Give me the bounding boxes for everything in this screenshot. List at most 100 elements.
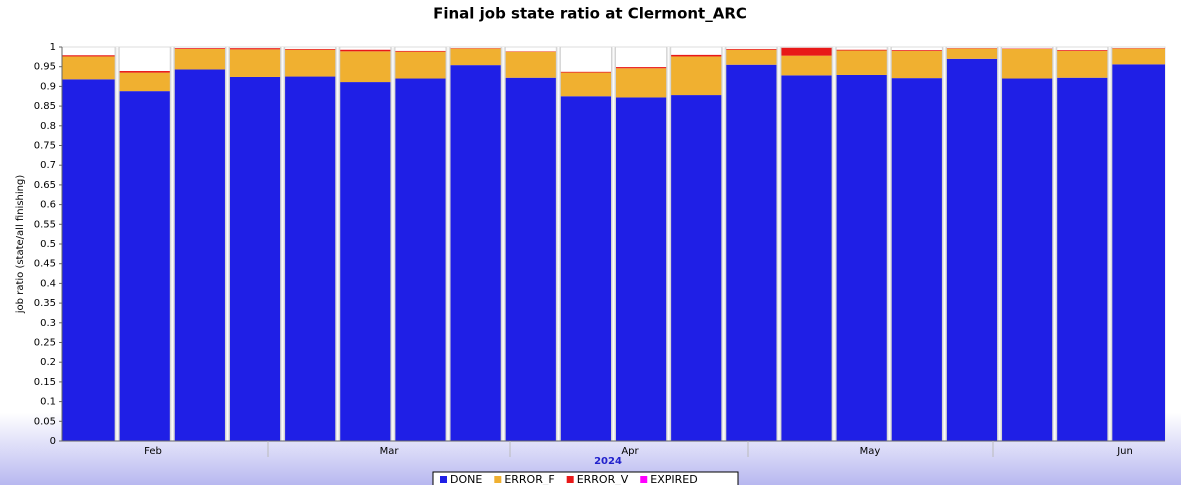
bar-segment: [62, 55, 118, 57]
bar-segment: [668, 95, 724, 442]
y-tick-label: 0.9: [40, 81, 56, 92]
y-tick-label: 0.15: [34, 377, 56, 388]
legend-label: ERROR_F: [504, 473, 554, 485]
bar-separator: [721, 47, 727, 441]
bar-segment: [723, 48, 779, 50]
legend-swatch: [494, 476, 502, 483]
bar-separator: [169, 47, 175, 441]
bar-segment: [448, 65, 504, 442]
x-tick-label: Mar: [380, 446, 400, 457]
bar-segment: [392, 50, 449, 52]
bar-segment: [172, 48, 228, 49]
legend-label: ERROR_V: [577, 473, 629, 485]
y-tick-label: 0.7: [40, 160, 56, 171]
bar-separator: [611, 47, 616, 441]
y-tick-label: 0.95: [34, 62, 56, 73]
bar-separator: [666, 47, 672, 441]
y-tick-label: 0: [50, 436, 56, 447]
bar-segment: [889, 50, 945, 51]
y-tick-label: 0.55: [34, 219, 56, 230]
x-tick-label: Jun: [1116, 446, 1133, 457]
y-tick-label: 0.65: [34, 180, 56, 191]
bar-separator: [1052, 47, 1058, 441]
bar-segment: [999, 48, 1055, 79]
x-tick-label: May: [860, 446, 881, 457]
bar-segment: [834, 49, 890, 51]
bar-separator: [555, 47, 561, 441]
bar-segment: [503, 51, 559, 78]
bar-segment: [613, 97, 669, 441]
bar-segment: [613, 68, 669, 98]
bar-segment: [558, 72, 614, 97]
bar-segment: [117, 71, 173, 73]
legend-swatch: [566, 476, 574, 483]
bar-segment: [778, 47, 835, 56]
bar-separator: [390, 47, 396, 441]
y-tick-label: 0.75: [34, 141, 56, 152]
y-tick-label: 0.45: [34, 259, 56, 270]
bar-segment: [834, 74, 890, 441]
bar-separator: [280, 47, 286, 441]
bar-segment: [558, 96, 614, 441]
bar-segment: [337, 51, 393, 83]
bar-segment: [668, 54, 724, 57]
bar-segment: [503, 77, 559, 442]
x-axis-title: 2024: [594, 456, 622, 467]
bar-segment: [558, 71, 614, 73]
bar-segment: [172, 69, 228, 441]
bar-segment: [944, 58, 1000, 441]
bar-separator: [776, 47, 782, 441]
bar-segment: [889, 50, 945, 79]
bar-segment: [778, 55, 835, 76]
y-tick-label: 0.4: [40, 278, 56, 289]
bar-segment: [392, 51, 449, 79]
bar-segment: [282, 48, 338, 50]
bar-separator: [445, 47, 451, 441]
bar-segment: [668, 56, 724, 96]
bar-separator: [500, 47, 506, 441]
bar-segment: [117, 72, 173, 92]
bar-separator: [941, 47, 947, 441]
bar-segment: [392, 78, 449, 442]
y-tick-label: 0.2: [40, 357, 56, 368]
y-tick-label: 0.05: [34, 416, 56, 427]
bar-segment: [117, 91, 173, 442]
y-tick-label: 0.25: [34, 338, 56, 349]
bar-segment: [1109, 64, 1165, 441]
y-axis-label: job ratio (state/all finishing): [15, 175, 26, 315]
bar-segment: [778, 75, 835, 442]
bar-segment: [999, 78, 1055, 442]
bar-segment: [172, 48, 228, 70]
y-tick-label: 0.35: [34, 298, 56, 309]
x-tick-label: Feb: [144, 446, 162, 457]
bar-segment: [282, 49, 338, 77]
bar-segment: [723, 49, 779, 65]
bar-segment: [1109, 48, 1165, 65]
legend-swatch: [440, 476, 447, 483]
bar-separator: [831, 47, 837, 441]
y-tick-label: 0.1: [40, 397, 56, 408]
bar-separator: [997, 47, 1003, 441]
bar-separator: [335, 47, 341, 441]
legend-label: EXPIRED: [650, 473, 697, 485]
bar-segment: [834, 50, 890, 75]
bar-separator: [224, 47, 230, 441]
y-tick-label: 1: [50, 42, 56, 53]
bar-segment: [282, 76, 338, 442]
y-tick-label: 0.3: [40, 318, 56, 329]
legend-label: DONE: [450, 473, 482, 485]
y-tick-label: 0.85: [34, 101, 56, 112]
bar-segment: [227, 49, 283, 77]
bar-segment: [944, 48, 1000, 59]
bar-segment: [1054, 50, 1110, 78]
bar-segment: [448, 48, 504, 66]
x-tick-label: Apr: [621, 446, 639, 457]
legend-swatch: [640, 476, 648, 483]
bar-segment: [62, 56, 118, 80]
bar-segment: [227, 48, 283, 50]
y-tick-label: 0.6: [40, 200, 56, 211]
bar-separator: [114, 47, 120, 441]
bar-segment: [889, 78, 945, 441]
bar-segment: [62, 79, 118, 442]
